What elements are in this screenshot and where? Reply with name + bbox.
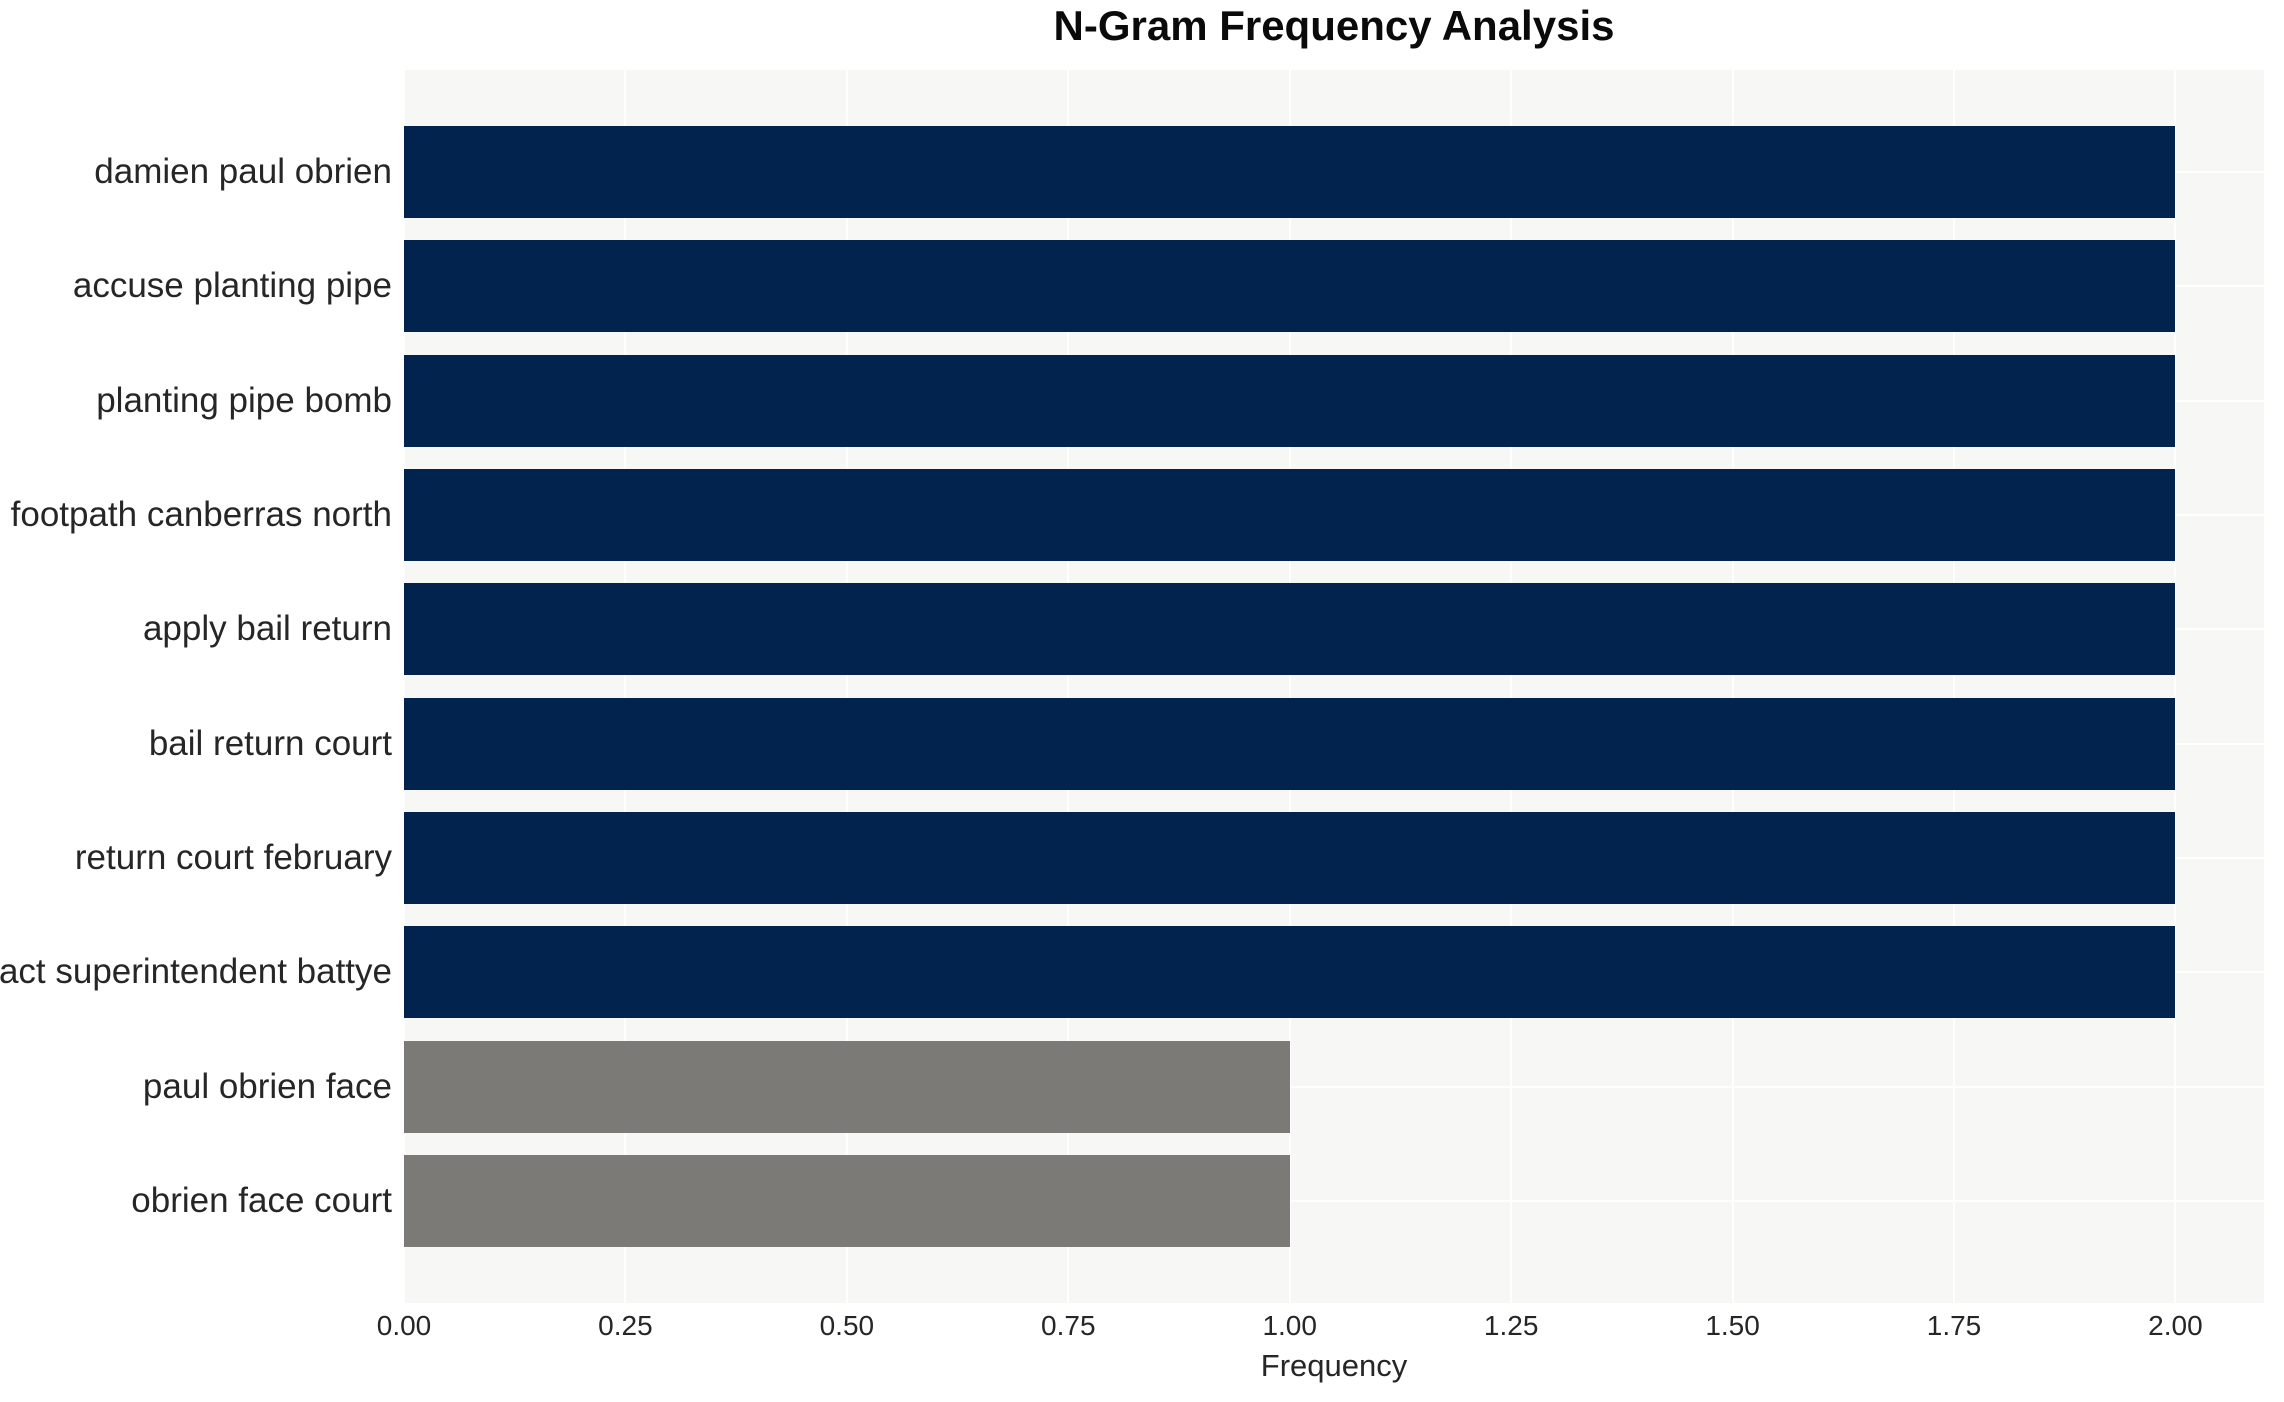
category-label: act superintendent battye xyxy=(0,952,392,992)
x-tick-label: 0.75 xyxy=(1041,1310,1096,1341)
chart-title: N-Gram Frequency Analysis xyxy=(1053,2,1615,49)
gridline-vertical xyxy=(845,70,848,1303)
x-tick-label: 1.50 xyxy=(1705,1310,1760,1341)
gridline-vertical xyxy=(624,70,627,1303)
category-label: bail return court xyxy=(148,723,392,763)
gridline-horizontal xyxy=(404,1199,2264,1202)
x-tick-label: 0.25 xyxy=(598,1310,653,1341)
bar xyxy=(404,697,2176,790)
x-tick-label: 1.25 xyxy=(1483,1310,1539,1341)
category-label: return court february xyxy=(74,837,392,877)
category-label: damien paul obrien xyxy=(94,152,392,192)
x-tick-label: 1.00 xyxy=(1262,1310,1317,1341)
category-label: obrien face court xyxy=(131,1180,392,1220)
gridline-vertical xyxy=(1288,70,1291,1303)
bar xyxy=(404,926,2176,1019)
category-label: planting pipe bomb xyxy=(96,380,392,420)
bar xyxy=(404,1154,1290,1247)
bar xyxy=(404,469,2176,562)
x-axis-tick-labels: 0.00 0.25 0.50 0.75 1.00 1.25 1.50 1.75 2.00 xyxy=(377,1310,2264,1346)
category-label: apply bail return xyxy=(142,609,392,649)
bar xyxy=(404,583,2176,676)
x-tick-label: 2.00 xyxy=(2148,1310,2203,1341)
plot-area xyxy=(403,70,2264,1303)
gridline-vertical xyxy=(403,70,405,1303)
gridline-vertical xyxy=(1731,70,1734,1303)
gridline-vertical xyxy=(1067,70,1070,1303)
x-tick-label: 0.50 xyxy=(819,1310,875,1341)
gridline-horizontal xyxy=(404,1085,2264,1088)
bar xyxy=(404,1040,1290,1133)
bar xyxy=(404,354,2176,447)
y-axis-labels: damien paul obrien accuse planting pipe pl… xyxy=(0,70,392,1303)
gridline-vertical xyxy=(1510,70,1513,1303)
bar xyxy=(404,240,2176,333)
gridline-vertical xyxy=(1953,70,1955,1303)
category-label: accuse planting pipe xyxy=(72,266,392,306)
x-tick-label: 0.00 xyxy=(376,1310,432,1341)
bar xyxy=(404,126,2176,219)
category-label: footpath canberras north xyxy=(10,495,392,535)
x-tick-label: 1.75 xyxy=(1926,1310,1982,1341)
x-axis-label: Frequency xyxy=(1260,1348,1408,1383)
category-label: paul obrien face xyxy=(142,1066,392,1106)
gridline-vertical xyxy=(2174,70,2177,1303)
bar xyxy=(404,811,2176,904)
